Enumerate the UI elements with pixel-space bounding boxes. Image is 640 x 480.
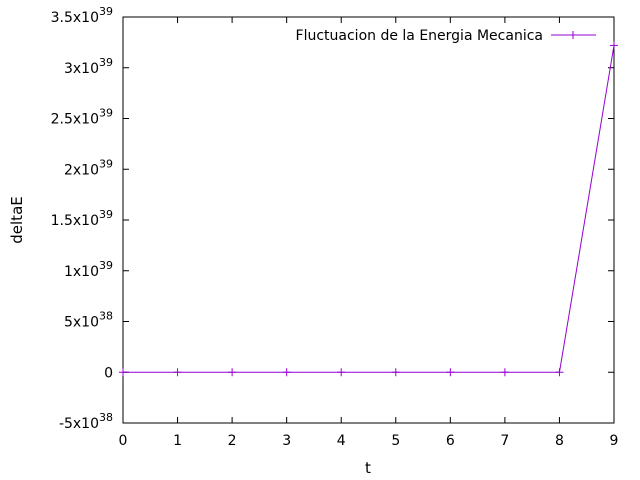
y-tick-mantissa: 2.5x10 — [51, 112, 99, 128]
x-tick-label: 6 — [446, 433, 455, 449]
data-point — [282, 368, 291, 377]
y-tick-mantissa: 2x10 — [64, 162, 99, 178]
y-tick-exponent: 38 — [99, 310, 113, 323]
y-tick-exponent: 39 — [99, 157, 113, 170]
legend-label: Fluctuacion de la Energia Mecanica — [296, 28, 543, 44]
y-tick-label: -5x1038 — [59, 411, 113, 432]
x-tick-label: 8 — [555, 433, 564, 449]
y-tick-exponent: 39 — [99, 5, 113, 18]
x-axis-label: t — [365, 459, 371, 477]
y-tick-label: 2.5x1039 — [51, 107, 113, 128]
plot-frame — [122, 16, 615, 424]
y-tick-label: 3x1039 — [64, 56, 113, 77]
y-tick-mantissa: 3.5x10 — [51, 10, 99, 26]
data-point — [119, 368, 127, 377]
y-tick-label: 2x1039 — [64, 157, 113, 178]
x-tick-label: 1 — [173, 433, 182, 449]
y-tick-label: 0 — [104, 365, 113, 381]
data-point — [173, 368, 182, 377]
y-tick-exponent: 39 — [99, 259, 113, 272]
y-tick-exponent: 38 — [99, 411, 113, 424]
y-tick-mantissa: 1x10 — [64, 264, 99, 280]
x-tick-label: 4 — [337, 433, 346, 449]
x-tick-label: 5 — [391, 433, 400, 449]
x-tick-label: 9 — [610, 433, 619, 449]
y-tick-exponent: 39 — [99, 208, 113, 221]
y-tick-mantissa: -5x10 — [59, 416, 99, 432]
x-tick-label: 0 — [119, 433, 128, 449]
legend-marker — [569, 31, 577, 39]
y-tick-exponent: 39 — [99, 107, 113, 120]
data-point — [610, 41, 618, 50]
y-axis-label: deltaE — [8, 196, 26, 243]
data-point — [500, 368, 509, 377]
y-tick-mantissa: 3x10 — [64, 61, 99, 77]
x-tick-label: 3 — [282, 433, 291, 449]
data-point — [446, 368, 455, 377]
x-axis: 0 1 2 3 4 5 6 7 8 9 — [119, 17, 619, 449]
y-tick-label: 1.5x1039 — [51, 208, 113, 229]
y-tick-label: 1x1039 — [64, 259, 113, 280]
x-tick-label: 7 — [500, 433, 509, 449]
series-layer — [119, 41, 618, 377]
y-tick-exponent: 39 — [99, 56, 113, 69]
data-point — [337, 368, 346, 377]
data-point — [391, 368, 400, 377]
legend: Fluctuacion de la Energia Mecanica — [296, 28, 596, 44]
y-axis: -5x103805x10381x10391.5x10392x10392.5x10… — [51, 5, 614, 432]
x-tick-label: 2 — [228, 433, 237, 449]
y-tick-mantissa: 1.5x10 — [51, 213, 99, 229]
series-line — [123, 45, 615, 373]
y-tick-label: 5x1038 — [64, 310, 113, 331]
data-point — [228, 368, 237, 377]
y-tick-mantissa: 5x10 — [64, 315, 99, 331]
y-tick-label: 3.5x1039 — [51, 5, 113, 26]
data-point — [555, 368, 564, 377]
y-tick-mantissa: 0 — [104, 365, 113, 381]
